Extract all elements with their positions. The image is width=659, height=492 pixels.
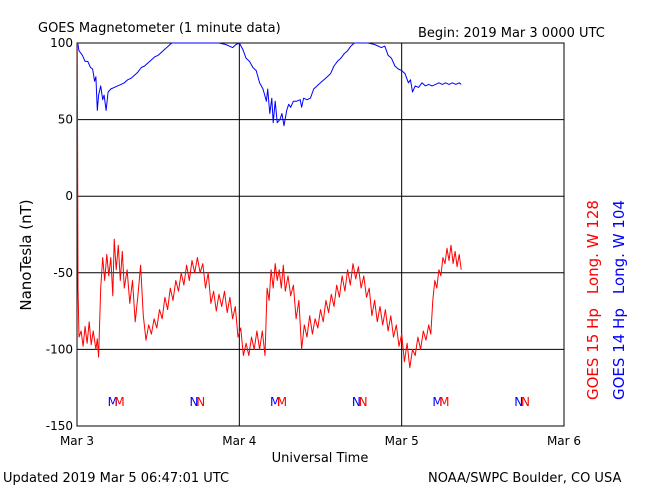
y-axis-label: NanoTesla (nT) (17, 199, 35, 310)
series-group (76, 42, 462, 369)
legend-entry: Long. W 128 (584, 200, 602, 294)
legend-column: GOES 15 Hp Long. W 128 (584, 200, 602, 400)
marker-m: M (270, 395, 280, 409)
legend-entry: GOES 15 Hp (584, 308, 602, 400)
x-axis-ticks: Mar 3 Mar 4 Mar 5 Mar 6 (60, 434, 581, 448)
y-tick-label: -100 (46, 342, 73, 356)
legend-entry: Long. W 104 (610, 200, 628, 294)
chart-title: GOES Magnetometer (1 minute data) (38, 21, 281, 36)
series-line-goes-15-hp (76, 42, 462, 369)
mn-markers: MM NN MM NN MM NN (108, 395, 530, 409)
x-tick-label: Mar 4 (222, 434, 256, 448)
y-tick-label: -150 (46, 419, 73, 433)
marker-n: N (196, 395, 205, 409)
begin-label: Begin: 2019 Mar 3 0000 UTC (418, 26, 605, 41)
x-axis-label: Universal Time (272, 451, 369, 466)
y-axis-ticks: 100 50 0 -50 -100 -150 (46, 36, 73, 433)
marker-m: M (432, 395, 442, 409)
legend-entry: GOES 14 Hp (610, 308, 628, 400)
marker-n: N (521, 395, 530, 409)
credit-label: NOAA/SWPC Boulder, CO USA (428, 471, 621, 486)
series-line-goes-14-hp (77, 42, 462, 127)
legend-column: GOES 14 Hp Long. W 104 (610, 200, 628, 400)
y-tick-label: 100 (50, 36, 73, 50)
marker-m: M (277, 395, 287, 409)
updated-timestamp: Updated 2019 Mar 5 06:47:01 UTC (3, 471, 229, 486)
grid-lines (77, 43, 564, 426)
marker-m: M (439, 395, 449, 409)
y-tick-label: -50 (53, 266, 73, 280)
x-tick-label: Mar 6 (547, 434, 581, 448)
marker-m: M (108, 395, 118, 409)
marker-n: N (190, 395, 199, 409)
y-tick-label: 50 (58, 113, 73, 127)
x-tick-label: Mar 5 (385, 434, 419, 448)
marker-n: N (359, 395, 368, 409)
marker-m: M (114, 395, 124, 409)
y-tick-label: 0 (65, 189, 73, 203)
plot-frame (76, 42, 565, 427)
marker-n: N (514, 395, 523, 409)
right-legend: GOES 15 Hp Long. W 128 GOES 14 Hp Long. W 1… (584, 200, 628, 400)
x-tick-label: Mar 3 (60, 434, 94, 448)
marker-n: N (352, 395, 361, 409)
